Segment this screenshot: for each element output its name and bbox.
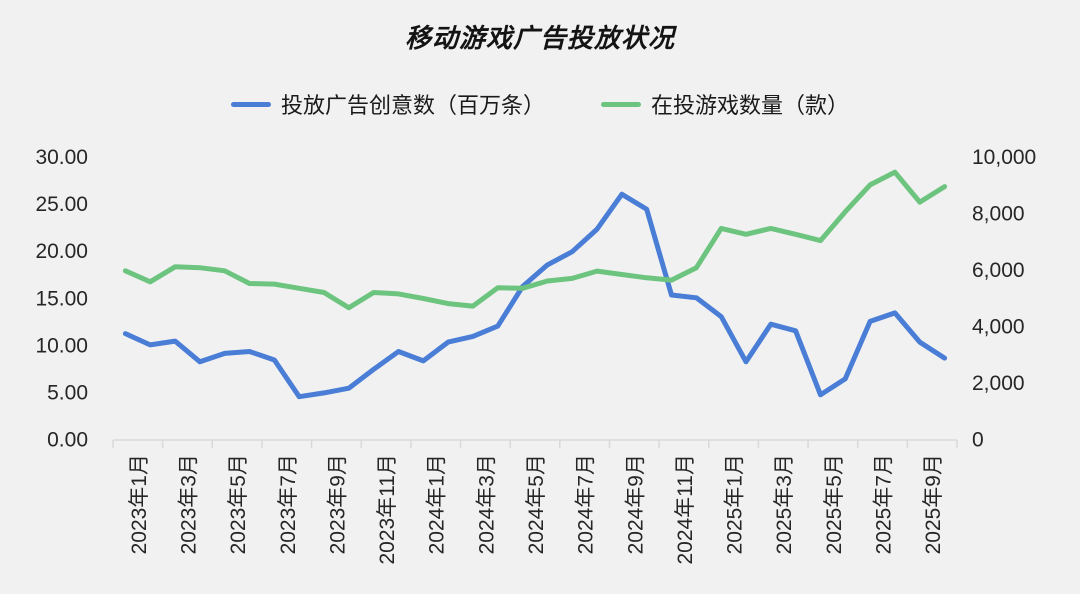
x-axis-label: 2024年11月 [674,454,697,565]
x-axis-label: 2024年5月 [525,454,548,554]
x-axis-label: 2025年5月 [823,454,846,554]
x-axis-label: 2023年9月 [326,454,349,554]
x-axis-label: 2023年1月 [128,454,151,554]
legend-label-games: 在投游戏数量（款） [651,93,850,118]
legend-item-creatives: 投放广告创意数（百万条） [230,88,545,120]
right-axis-label: 4,000 [972,316,1025,339]
x-axis-label: 2025年7月 [873,454,896,554]
line-series-games [122,169,948,311]
right-axis-label: 6,000 [972,259,1025,282]
chart-legend: 投放广告创意数（百万条） 在投游戏数量（款） [0,88,1080,120]
x-axis-label: 2025年9月 [922,454,945,554]
x-axis-label: 2023年5月 [227,454,250,554]
left-axis-label: 0.00 [47,429,88,452]
x-axis-label: 2025年3月 [773,454,796,554]
right-axis-label: 8,000 [972,203,1025,226]
legend-label-creatives: 投放广告创意数（百万条） [280,93,545,118]
left-axis-label: 20.00 [35,240,88,263]
line-series-creatives [122,191,948,400]
chart-title: 移动游戏广告投放状况 [404,23,675,53]
legend-item-games: 在投游戏数量（款） [601,88,849,120]
x-axis-label: 2025年1月 [724,454,747,554]
x-axis-label: 2023年3月 [177,454,200,554]
x-axis-label: 2023年7月 [277,454,300,554]
left-axis-label: 10.00 [35,334,88,357]
right-axis-label: 10,000 [972,146,1036,169]
left-axis-label: 25.00 [35,193,88,216]
left-axis-label: 5.00 [47,381,88,404]
x-axis-label: 2024年3月 [475,454,498,554]
legend-swatch-green-line [601,101,641,107]
legend-swatch-blue-line [230,101,271,107]
left-axis-label: 30.00 [35,146,88,169]
x-axis-label: 2024年1月 [426,454,449,554]
left-axis-label: 15.00 [35,287,88,310]
x-axis-label: 2023年11月 [376,454,399,565]
right-axis-label: 0 [972,429,984,452]
x-axis-label: 2024年7月 [575,454,598,554]
right-axis-label: 2,000 [972,372,1025,395]
x-axis-label: 2024年9月 [624,454,647,554]
